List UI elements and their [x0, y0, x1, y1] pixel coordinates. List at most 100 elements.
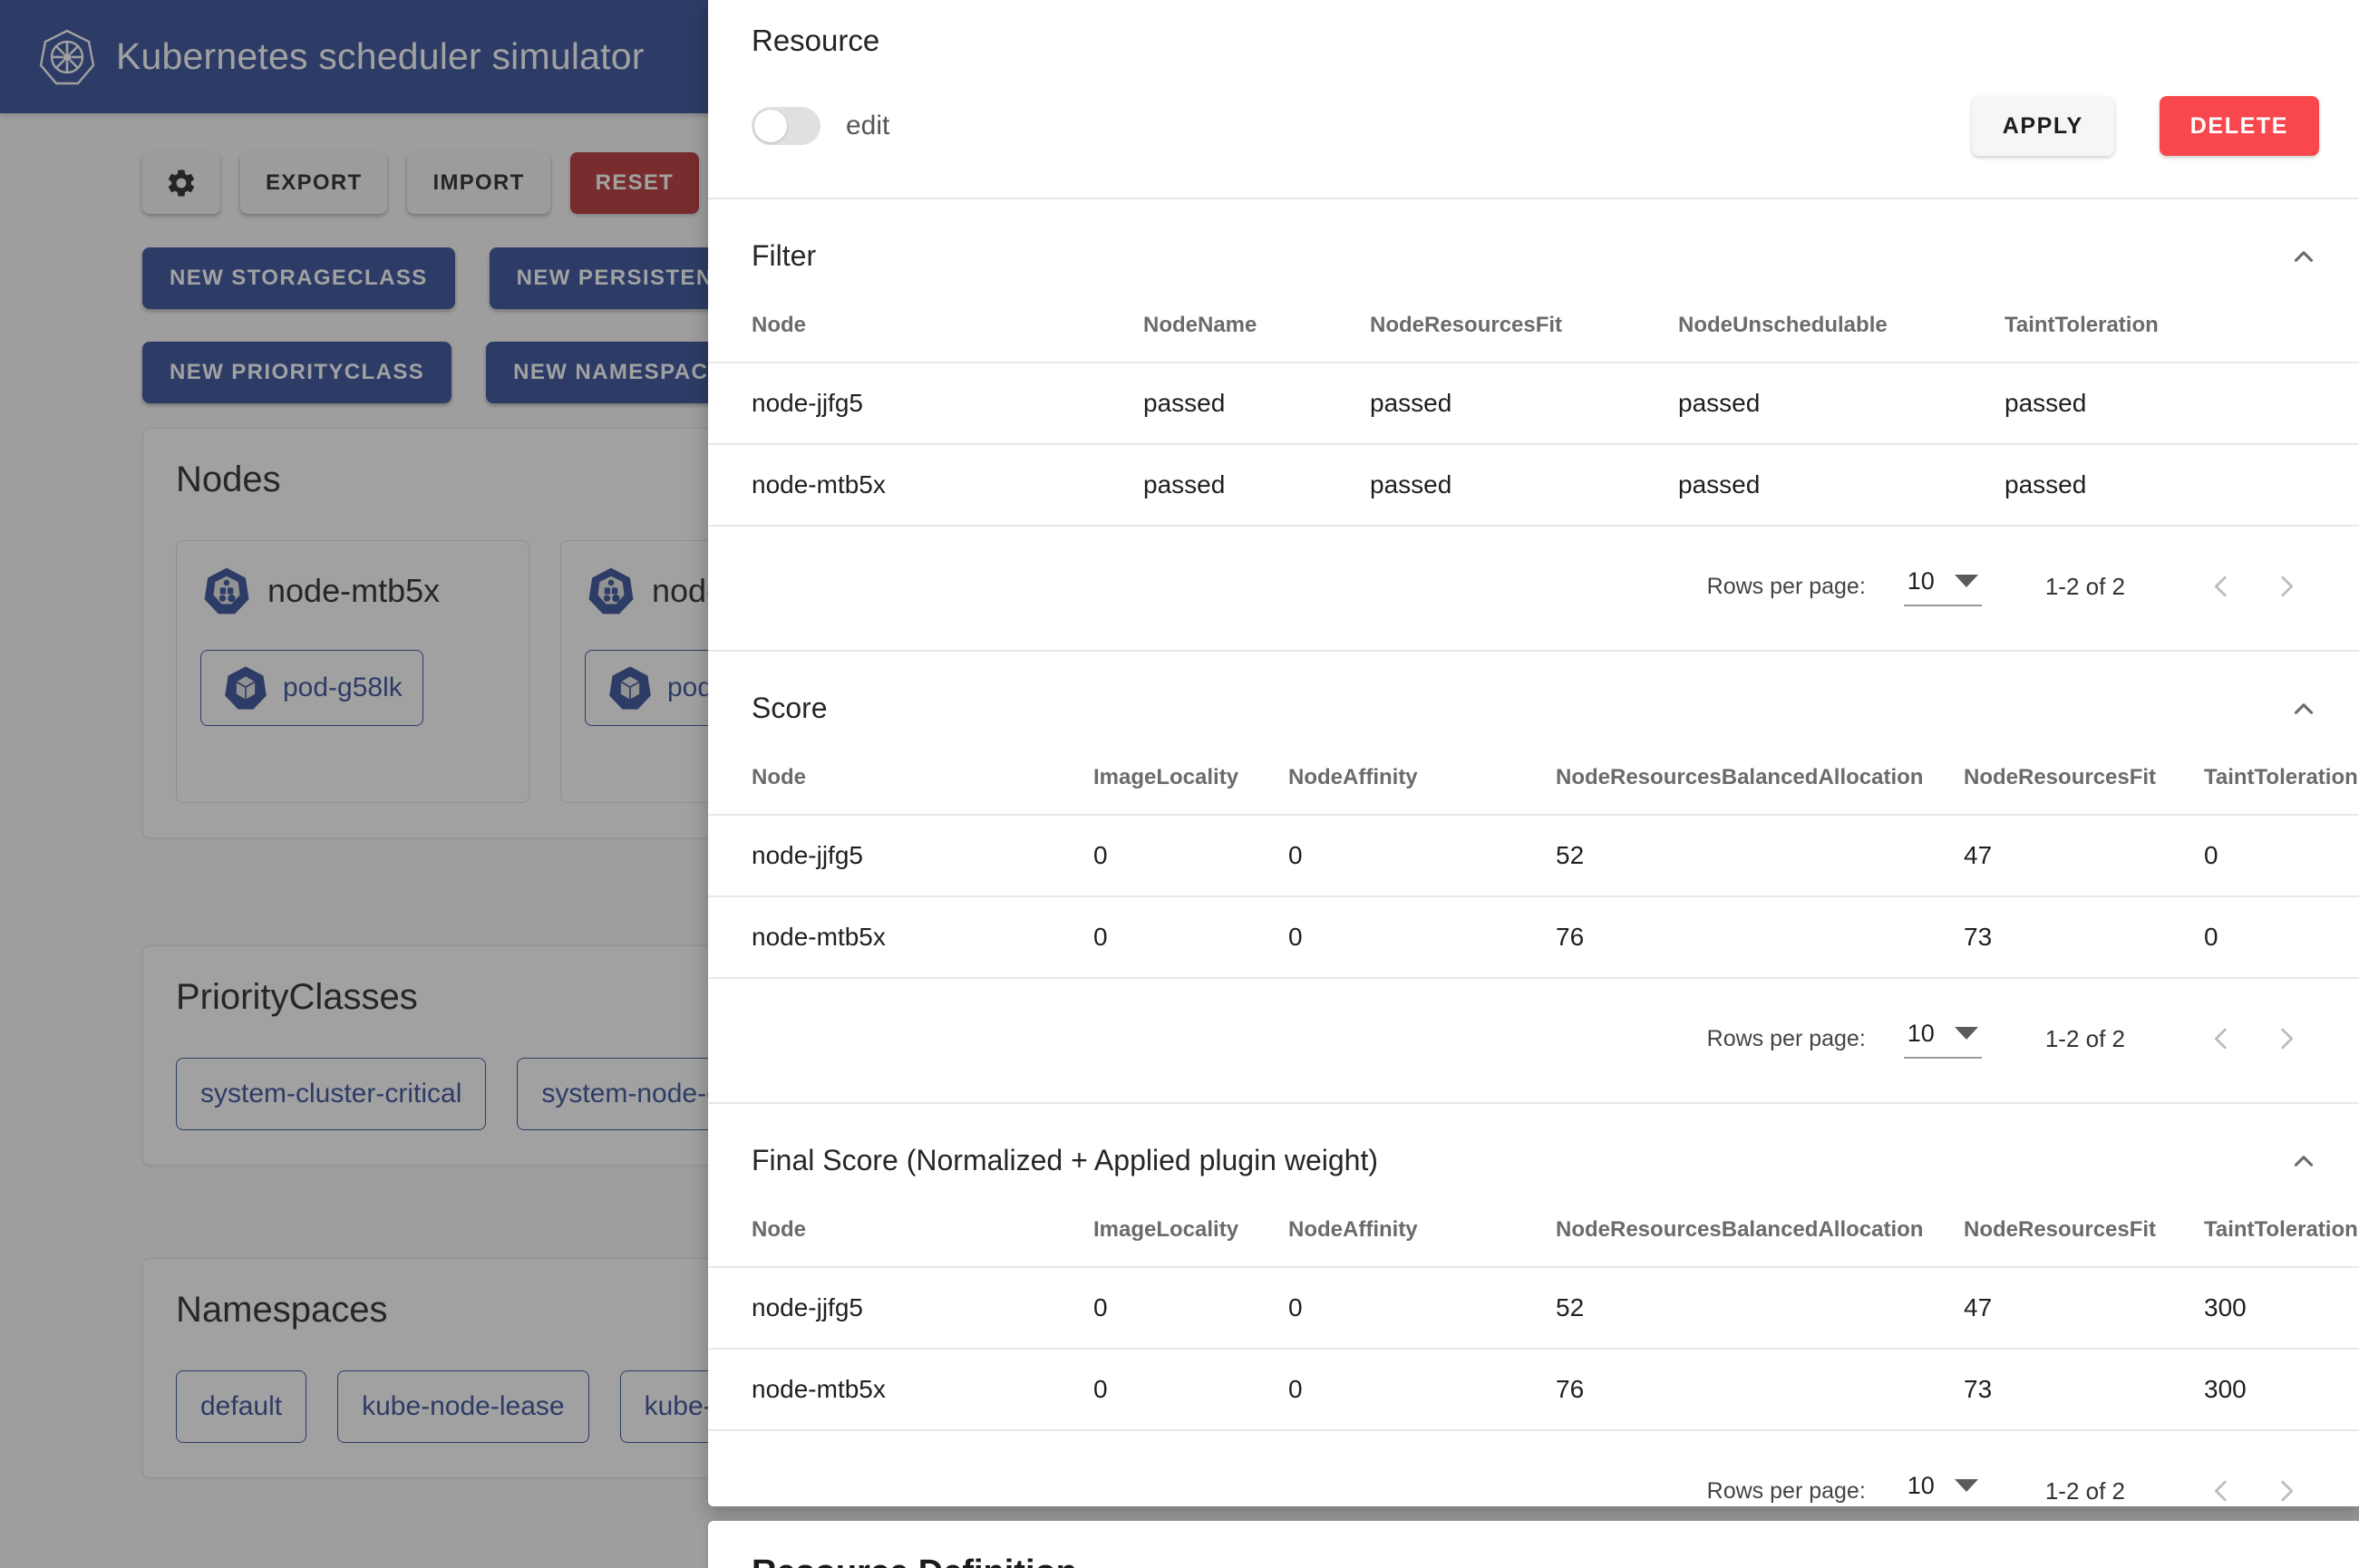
next-page-button[interactable]	[2254, 554, 2319, 619]
rows-per-page-select[interactable]: 10	[1903, 1019, 1982, 1059]
table-row: node-mtb5x passed passed passed passed	[708, 443, 2359, 527]
pod-chip[interactable]: pod-g58lk	[200, 650, 423, 726]
reset-button[interactable]: RESET	[569, 152, 700, 214]
cell-node: node-jjfg5	[708, 1266, 1093, 1349]
chevron-left-icon	[2214, 576, 2227, 597]
new-priorityclass-button[interactable]: NEW PRIORITYCLASS	[142, 342, 452, 403]
edit-toggle-label: edit	[846, 111, 890, 140]
cell-tainttoleration: 0	[2204, 895, 2359, 979]
cell-nodeunschedulable: passed	[1678, 362, 2005, 444]
priorityclass-item[interactable]: system-cluster-critical	[176, 1058, 487, 1130]
col-noderesourcesbalancedallocation: NodeResourcesBalancedAllocation	[1556, 1217, 1924, 1242]
kubernetes-wheel-logo	[39, 29, 95, 84]
filter-pagination: Rows per page: 10 1-2 of 2	[708, 527, 2359, 650]
col-nodeaffinity: NodeAffinity	[1288, 765, 1418, 789]
edit-toggle-group: edit	[752, 107, 889, 145]
kubernetes-pod-icon	[609, 666, 651, 710]
final-score-pagination: Rows per page: 10 1-2 of 2	[708, 1431, 2359, 1506]
import-button[interactable]: IMPORT	[407, 152, 550, 214]
cell-nodename: passed	[1143, 443, 1370, 527]
col-tainttoleration: TaintToleration	[2005, 313, 2159, 337]
chevron-up-icon[interactable]	[2288, 241, 2319, 272]
node-header: node-mtb5x	[200, 565, 505, 617]
cell-nodeaffinity: 0	[1288, 1266, 1556, 1349]
chevron-right-icon	[2281, 1480, 2294, 1502]
cell-noderesourcesfit: 73	[1964, 895, 2204, 979]
final-score-section: Final Score (Normalized + Applied plugin…	[708, 1104, 2359, 1506]
table-header-row: Node NodeName NodeResourcesFit NodeUnsch…	[708, 273, 2359, 363]
cell-noderesourcesbalancedallocation: 52	[1556, 814, 1964, 896]
chevron-up-icon[interactable]	[2288, 693, 2319, 724]
previous-page-button[interactable]	[2189, 1458, 2254, 1506]
previous-page-button[interactable]	[2189, 554, 2254, 619]
rows-per-page-select[interactable]: 10	[1903, 566, 1982, 606]
resource-definition-title: Resource Definition	[752, 1553, 2319, 1568]
delete-button[interactable]: DELETE	[2159, 96, 2319, 156]
cell-noderesourcesfit: 47	[1964, 1266, 2204, 1349]
drawer-title: Resource	[752, 24, 880, 57]
kubernetes-pod-icon	[225, 666, 267, 710]
chevron-up-icon[interactable]	[2288, 1146, 2319, 1176]
score-section: Score Node ImageLocality NodeAffinity No…	[708, 652, 2359, 1102]
final-score-section-header[interactable]: Final Score (Normalized + Applied plugin…	[708, 1104, 2359, 1177]
settings-button[interactable]	[142, 152, 220, 214]
create-buttons-row-2: NEW PRIORITYCLASS NEW NAMESPACE	[142, 342, 752, 403]
node-name: node-mtb5x	[267, 572, 441, 609]
page-range: 1-2 of 2	[2044, 1476, 2125, 1505]
priorityclasses-group-title: PriorityClasses	[176, 977, 418, 1017]
page-range: 1-2 of 2	[2044, 1024, 2125, 1052]
col-noderesourcesfit: NodeResourcesFit	[1964, 765, 2157, 789]
divider	[708, 650, 2359, 652]
table-row: node-mtb5x 0 0 76 73 300	[708, 1348, 2359, 1431]
col-imagelocality: ImageLocality	[1093, 1217, 1239, 1242]
namespaces-group-title: Namespaces	[176, 1290, 388, 1330]
chevron-down-icon	[1954, 1479, 1978, 1492]
cell-noderesourcesfit: 73	[1964, 1348, 2204, 1431]
apply-button[interactable]: APPLY	[1971, 96, 2114, 156]
table-header-row: Node ImageLocality NodeAffinity NodeReso…	[708, 725, 2359, 815]
cell-noderesourcesbalancedallocation: 76	[1556, 895, 1964, 979]
col-imagelocality: ImageLocality	[1093, 765, 1239, 789]
cell-node: node-jjfg5	[708, 362, 1143, 444]
cell-noderesourcesfit: passed	[1370, 362, 1678, 444]
rows-per-page-label: Rows per page:	[1706, 573, 1866, 599]
score-section-header[interactable]: Score	[708, 652, 2359, 725]
node-card[interactable]: node-mtb5x pod-g58lk	[176, 540, 529, 803]
divider	[708, 198, 2359, 199]
cell-nodeaffinity: 0	[1288, 1348, 1556, 1431]
final-score-section-title: Final Score (Normalized + Applied plugin…	[752, 1144, 1379, 1176]
export-button[interactable]: EXPORT	[240, 152, 388, 214]
namespace-item[interactable]: default	[176, 1370, 307, 1443]
pod-name: pod-g58lk	[283, 673, 403, 702]
cell-noderesourcesbalancedallocation: 52	[1556, 1266, 1964, 1349]
new-storageclass-button[interactable]: NEW STORAGECLASS	[142, 247, 455, 309]
table-header-row: Node ImageLocality NodeAffinity NodeReso…	[708, 1177, 2359, 1267]
table-row: node-jjfg5 0 0 52 47 0	[708, 814, 2359, 896]
cell-node: node-mtb5x	[708, 895, 1093, 979]
rows-per-page-select[interactable]: 10	[1904, 1472, 1982, 1507]
cell-imagelocality: 0	[1093, 895, 1288, 979]
rows-per-page-value: 10	[1907, 1019, 1935, 1047]
drawer-action-bar: edit APPLY DELETE	[708, 58, 2359, 198]
previous-page-button[interactable]	[2189, 1006, 2254, 1071]
chevron-left-icon	[2214, 1028, 2227, 1050]
filter-section-header[interactable]: Filter	[708, 199, 2359, 273]
chevron-right-icon	[2281, 1028, 2294, 1050]
cell-nodename: passed	[1143, 362, 1370, 444]
table-row: node-jjfg5 passed passed passed passed	[708, 362, 2359, 444]
next-page-button[interactable]	[2254, 1006, 2319, 1071]
rows-per-page-value: 10	[1907, 566, 1935, 595]
new-namespace-button[interactable]: NEW NAMESPACE	[486, 342, 752, 403]
nodes-group-title: Nodes	[176, 460, 281, 499]
cell-tainttoleration: passed	[2005, 443, 2359, 527]
rows-per-page-label: Rows per page:	[1706, 1477, 1866, 1504]
col-tainttoleration: TaintToleration	[2204, 765, 2358, 789]
cell-tainttoleration: 300	[2204, 1348, 2359, 1431]
rows-per-page-value: 10	[1907, 1471, 1935, 1499]
namespace-item[interactable]: kube-node-lease	[337, 1370, 589, 1443]
next-page-button[interactable]	[2254, 1458, 2319, 1506]
page-range: 1-2 of 2	[2044, 572, 2125, 600]
kubernetes-node-icon	[204, 567, 249, 615]
resource-definition-card: Resource Definition	[708, 1521, 2359, 1568]
edit-toggle[interactable]	[752, 107, 820, 145]
